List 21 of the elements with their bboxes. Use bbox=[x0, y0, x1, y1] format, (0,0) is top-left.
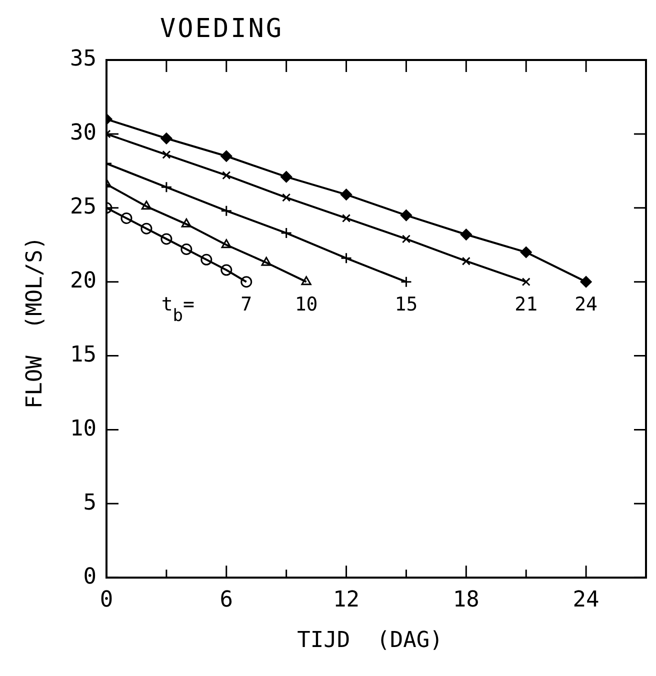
y-tick-label: 15 bbox=[70, 342, 96, 368]
y-tick-label: 10 bbox=[70, 416, 96, 442]
chart-title: VOEDING bbox=[160, 14, 284, 44]
y-axis-title: FLOW (MOL/S) bbox=[22, 235, 48, 411]
y-tick-label: 25 bbox=[70, 194, 96, 220]
x-tick-label: 12 bbox=[333, 588, 360, 613]
y-tick-label: 20 bbox=[70, 268, 96, 294]
x-tick-label: 6 bbox=[220, 588, 234, 613]
x-tick-label: 0 bbox=[100, 588, 114, 613]
annotation: 21 bbox=[514, 293, 538, 316]
annotation: 7 bbox=[240, 293, 252, 316]
y-tick-label: 5 bbox=[83, 490, 96, 516]
annotation: 24 bbox=[574, 293, 598, 316]
x-axis-title: TIJD (DAG) bbox=[296, 628, 444, 653]
annotation: 10 bbox=[294, 293, 318, 316]
annotation: 15 bbox=[394, 293, 418, 316]
y-tick-label: 35 bbox=[70, 46, 96, 72]
x-tick-label: 18 bbox=[452, 588, 480, 613]
y-tick-label: 30 bbox=[70, 120, 96, 146]
x-tick-label: 24 bbox=[572, 588, 600, 613]
y-tick-label: 0 bbox=[83, 564, 96, 590]
